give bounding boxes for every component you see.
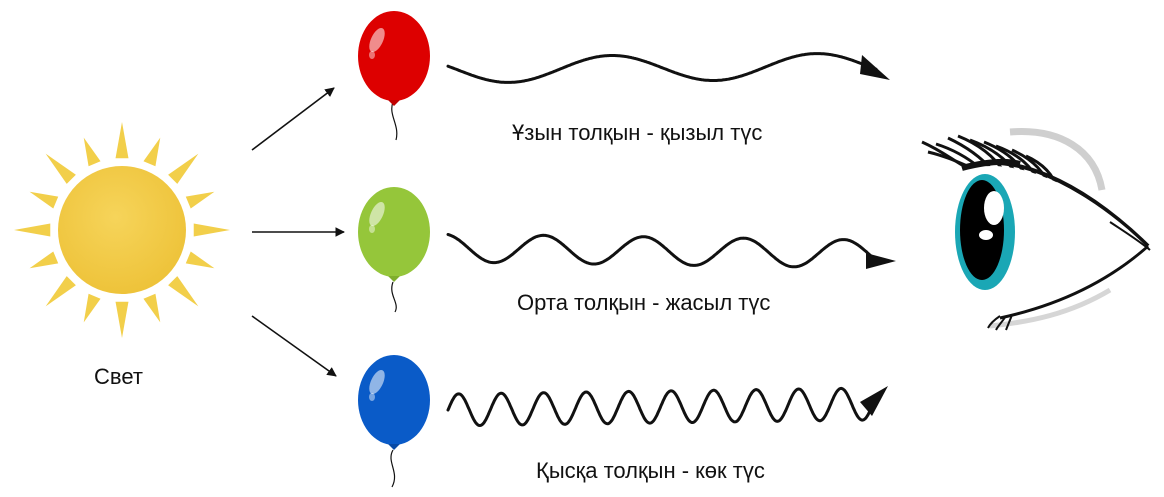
sun-icon (14, 122, 230, 338)
arrow-to-red-balloon (251, 87, 335, 151)
sun-ray (45, 276, 76, 307)
sun-ray (143, 293, 161, 323)
medium-wave-arrowhead (866, 253, 896, 269)
sun-ray (185, 251, 215, 269)
sun-ray (185, 191, 215, 209)
sun-ray (115, 122, 129, 159)
sun-ray (168, 153, 199, 184)
sun-ray (83, 137, 101, 167)
green-balloon-icon (358, 187, 430, 313)
sun-ray (115, 301, 129, 338)
sun-ray (143, 137, 161, 167)
long-wave (446, 52, 878, 84)
arrow-to-blue-balloon (251, 315, 337, 377)
eye-icon (921, 128, 1150, 331)
sun-rays (14, 122, 230, 338)
medium-wave (446, 233, 878, 269)
red-balloon-icon (358, 11, 430, 141)
short-wave-label: Қысқа толқын - көк түс (536, 458, 765, 483)
long-wave-arrowhead (860, 55, 890, 80)
sun-ray (168, 276, 199, 307)
sun-label: Свет (94, 364, 143, 389)
sun-ray (193, 223, 230, 237)
sun-ray (45, 153, 76, 184)
short-wave-arrowhead (860, 386, 888, 416)
eye-highlight (984, 191, 1004, 225)
sun-ray (14, 223, 51, 237)
long-wave-label: Ұзын толқын - қызыл түс (512, 120, 763, 145)
blue-balloon-icon (358, 355, 430, 488)
light-arrows (251, 87, 345, 377)
sun-disc (58, 166, 186, 294)
sun-ray (29, 251, 59, 269)
eye-corner-line (1109, 221, 1151, 251)
sun-ray (29, 191, 59, 209)
short-wave (446, 386, 872, 428)
sun-ray (83, 293, 101, 323)
medium-wave-label: Орта толқын - жасыл түс (517, 290, 771, 315)
